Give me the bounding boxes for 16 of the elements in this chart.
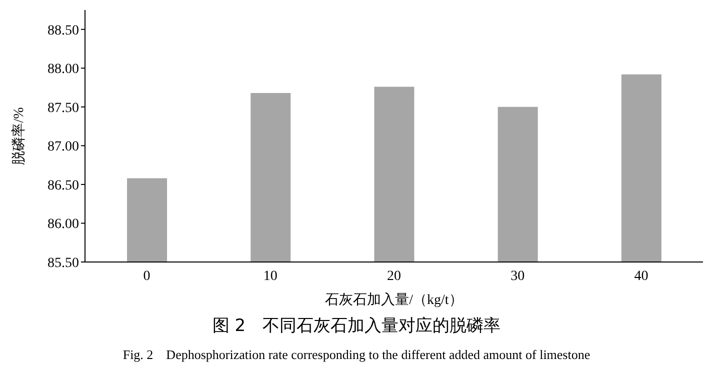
y-tick-label: 87.50 [48, 100, 79, 116]
y-tick-label: 88.50 [48, 23, 79, 38]
x-tick-label: 0 [143, 268, 150, 284]
x-axis-title: 石灰石加入量/（kg/t） [325, 292, 463, 308]
y-tick-label: 87.00 [48, 140, 79, 155]
x-tick-label: 20 [387, 268, 401, 284]
y-tick-label: 86.00 [48, 217, 79, 232]
y-tick-label: 88.00 [48, 62, 79, 78]
caption: Fig. 2 Dephosphorization rate corresponding to the different added amount of limestone [122, 346, 592, 364]
x-tick-label: 30 [510, 268, 525, 284]
x-tick-label: 10 [263, 268, 278, 284]
y-tick-label: 85.50 [48, 256, 79, 271]
text: 图 2 不同石灰石加入量对应的脱磷率 [211, 316, 502, 336]
y-tick-label: 86.50 [48, 178, 79, 194]
y-axis-title: 脱磷率/% [10, 106, 27, 165]
x-tick-label: 40 [634, 268, 648, 284]
